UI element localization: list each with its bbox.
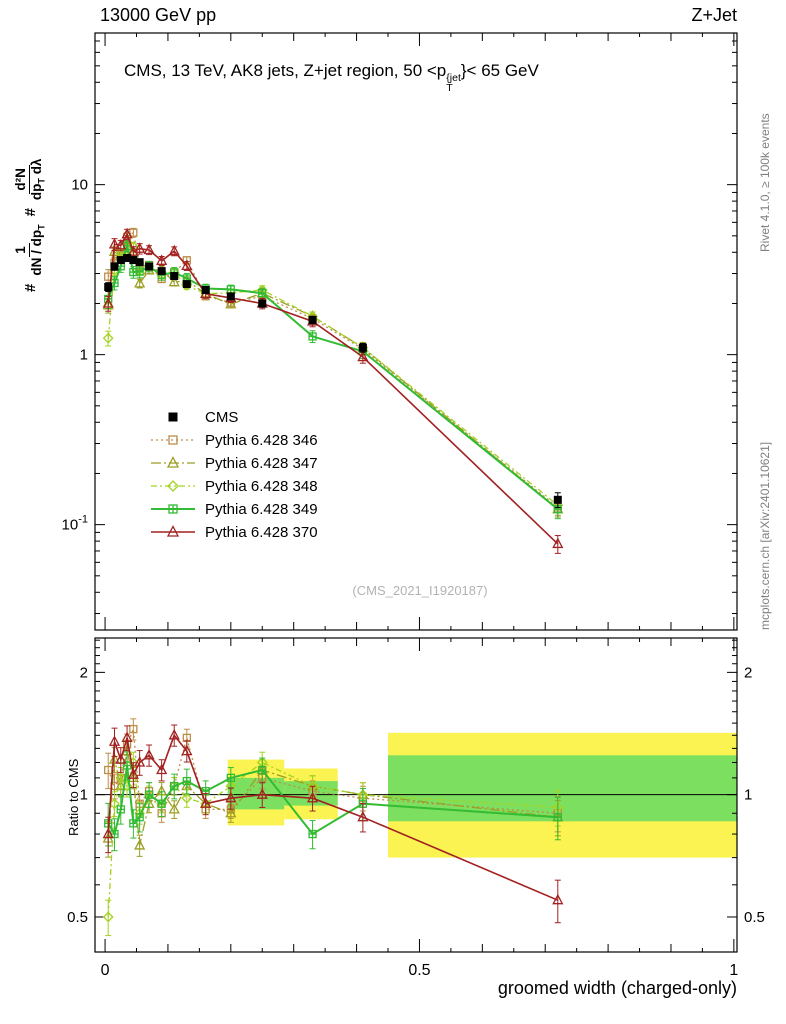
beam-energy-label: 13000 GeV pp	[100, 5, 217, 25]
process-label: Z+Jet	[691, 5, 737, 25]
legend-marker-cms	[168, 412, 178, 422]
pt-subscript: T	[446, 81, 453, 94]
svg-text:2: 2	[744, 664, 752, 681]
main-y-axis-label: # 1 dN / dpT # d²N dpT dλ	[13, 158, 47, 292]
pt-superscript: {jet	[446, 72, 461, 84]
svg-text:1: 1	[80, 787, 88, 804]
pt-jet-supsub: {jet T	[446, 72, 461, 94]
legend-marker-pythia-6-428-348	[151, 480, 195, 492]
svg-text:1: 1	[80, 347, 88, 364]
legend-item-pythia-6-428-346: Pythia 6.428 346	[150, 429, 318, 451]
fraction-one-over-dndpt: 1 dN / dpT	[13, 224, 47, 276]
legend-label: Pythia 6.428 349	[205, 500, 318, 518]
legend-item-pythia-6-428-347: Pythia 6.428 347	[150, 452, 318, 474]
hash-symbol: #	[22, 283, 40, 292]
axis-ticks	[95, 33, 737, 952]
legend-marker-pythia-6-428-370	[151, 525, 195, 537]
series-pythia-6-428-370	[102, 227, 564, 924]
rivet-version-label: Rivet 4.1.0, ≥ 100k events	[758, 113, 772, 252]
svg-text:10: 10	[71, 177, 88, 194]
svg-text:0: 0	[101, 962, 110, 979]
legend-label: Pythia 6.428 347	[205, 454, 318, 472]
x-axis-title: groomed width (charged-only)	[497, 978, 737, 998]
analysis-id-watermark: (CMS_2021_I1920187)	[352, 583, 488, 598]
plot-title-suffix: }< 65 GeV	[460, 61, 539, 80]
legend-marker-pythia-6-428-349	[151, 504, 195, 514]
legend-label: Pythia 6.428 348	[205, 477, 318, 495]
legend-marker-pythia-6-428-346	[151, 435, 195, 445]
axis-tick-labels: 0 0.5 1 10 1 10-1 2 2 1 1 0.5 0.5	[62, 177, 765, 979]
legend-item-pythia-6-428-349: Pythia 6.428 349	[150, 498, 318, 520]
hash-symbol: #	[22, 208, 40, 217]
legend-label: Pythia 6.428 370	[205, 523, 318, 541]
plot-title: CMS, 13 TeV, AK8 jets, Z+jet region, 50 …	[124, 61, 539, 94]
svg-text:0.5: 0.5	[67, 909, 88, 926]
svg-text:0.5: 0.5	[408, 962, 430, 979]
legend-item-cms: CMS	[150, 406, 318, 428]
mcplots-credit-label: mcplots.cern.ch [arXiv:2401.10621]	[758, 441, 772, 630]
legend: CMS Pythia 6.428 346 Pythia 6.428 347 Pythi…	[150, 406, 318, 543]
svg-text:2: 2	[80, 664, 88, 681]
uncertainty-bands	[227, 732, 737, 858]
legend-item-pythia-6-428-348: Pythia 6.428 348	[150, 475, 318, 497]
series-cms-data	[104, 254, 562, 509]
legend-item-pythia-6-428-370: Pythia 6.428 370	[150, 521, 318, 543]
svg-text:1: 1	[729, 962, 738, 979]
plot-title-text: CMS, 13 TeV, AK8 jets, Z+jet region, 50 …	[124, 61, 447, 80]
legend-label: CMS	[205, 408, 239, 426]
svg-text:0.5: 0.5	[744, 909, 765, 926]
svg-text:1: 1	[744, 787, 752, 804]
legend-marker-pythia-6-428-347	[151, 456, 195, 468]
svg-text:10-1: 10-1	[62, 514, 88, 534]
ratio-y-axis-label: Ratio to CMS	[66, 758, 81, 836]
fraction-d2n: d²N dpT dλ	[13, 158, 47, 201]
legend-label: Pythia 6.428 346	[205, 431, 318, 449]
